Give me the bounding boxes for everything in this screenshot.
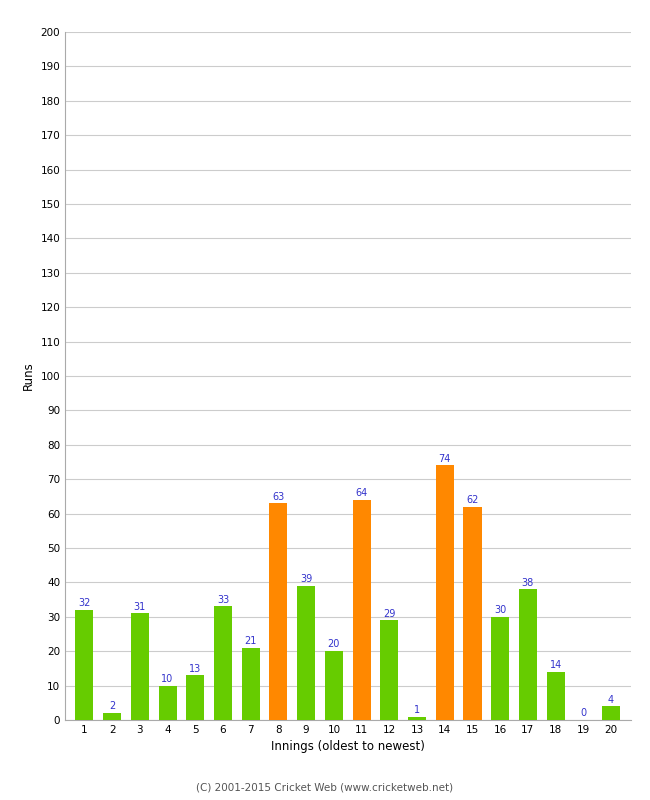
Text: 4: 4 [608,694,614,705]
Text: (C) 2001-2015 Cricket Web (www.cricketweb.net): (C) 2001-2015 Cricket Web (www.cricketwe… [196,782,454,792]
Text: 33: 33 [217,594,229,605]
Bar [214,606,232,720]
Text: 64: 64 [356,488,368,498]
Bar [491,617,509,720]
Text: 38: 38 [522,578,534,587]
Bar [519,590,537,720]
Text: 63: 63 [272,491,285,502]
Bar [131,614,149,720]
Text: 2: 2 [109,702,115,711]
Text: 62: 62 [466,495,478,505]
Text: 30: 30 [494,605,506,615]
Bar [602,706,620,720]
Text: 0: 0 [580,708,586,718]
Bar [325,651,343,720]
Bar [187,675,204,720]
Bar [75,610,94,720]
X-axis label: Innings (oldest to newest): Innings (oldest to newest) [271,741,424,754]
Text: 14: 14 [549,660,562,670]
Bar [159,686,177,720]
Text: 74: 74 [439,454,451,464]
Bar [352,500,370,720]
Text: 13: 13 [189,663,202,674]
Text: 39: 39 [300,574,312,584]
Bar [463,506,482,720]
Bar [436,466,454,720]
Bar [297,586,315,720]
Text: 31: 31 [134,602,146,612]
Bar [242,648,260,720]
Text: 29: 29 [383,609,395,618]
Text: 1: 1 [414,705,420,715]
Text: 10: 10 [161,674,174,684]
Text: 32: 32 [78,598,90,608]
Bar [408,717,426,720]
Text: 20: 20 [328,639,340,650]
Y-axis label: Runs: Runs [22,362,35,390]
Bar [380,620,398,720]
Bar [547,672,565,720]
Bar [270,503,287,720]
Text: 21: 21 [244,636,257,646]
Bar [103,713,121,720]
